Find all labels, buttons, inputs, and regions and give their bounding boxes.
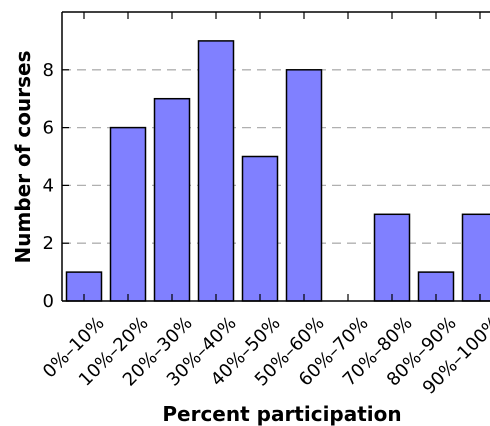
bar bbox=[241, 155, 279, 302]
y-tick-label: 2 bbox=[43, 233, 54, 254]
y-ticks: 0 2 4 6 8 bbox=[43, 60, 69, 312]
y-tick-label: 8 bbox=[43, 60, 54, 81]
bar bbox=[153, 97, 191, 302]
axes bbox=[61, 11, 490, 302]
y-tick-label: 6 bbox=[43, 118, 54, 139]
y-tick-label: 0 bbox=[43, 291, 54, 312]
bar bbox=[461, 213, 490, 302]
bar bbox=[197, 40, 235, 302]
y-axis-title: Number of courses bbox=[11, 51, 35, 264]
bars bbox=[65, 40, 490, 302]
bar bbox=[373, 213, 411, 302]
y-tick-label: 4 bbox=[43, 175, 54, 196]
bar bbox=[285, 69, 323, 302]
bar bbox=[109, 126, 147, 302]
x-axis-title: Percent participation bbox=[162, 402, 401, 426]
